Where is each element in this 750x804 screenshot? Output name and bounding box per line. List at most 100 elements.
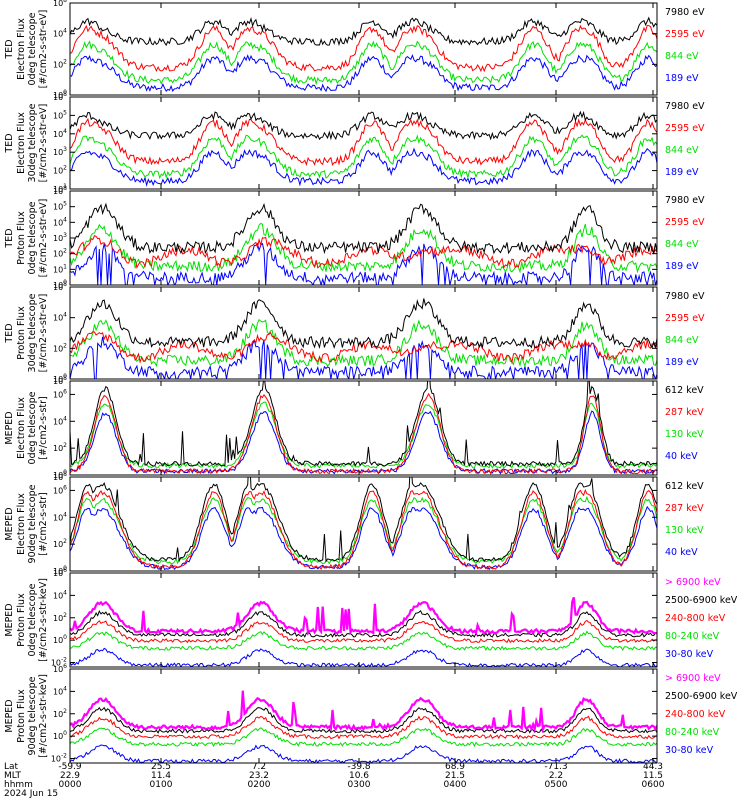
series-40-kev xyxy=(70,410,657,475)
x-tick-mlt: 2.2 xyxy=(549,771,563,781)
series-189-ev xyxy=(70,336,657,379)
y-axis-label-line: TED xyxy=(4,39,15,59)
series--6900-kev xyxy=(70,596,657,636)
series-2595-ev xyxy=(70,331,657,365)
series-844-ev xyxy=(70,134,657,180)
x-tick-hhmm: 0600 xyxy=(642,780,665,790)
y-axis-label-line: Proton Flux xyxy=(16,593,27,647)
x-axis-row-label: 2024 Jun 15 xyxy=(4,789,58,799)
series-2595-ev xyxy=(70,117,657,167)
legend-7980-ev: 7980 eV xyxy=(665,101,705,112)
y-axis-label-line: 30deg telescope xyxy=(27,293,38,372)
y-tick-label: 101 xyxy=(53,183,67,194)
y-axis-label-line: Proton Flux xyxy=(16,306,27,360)
legend-844-ev: 844 eV xyxy=(665,335,699,346)
legend-2595-ev: 2595 eV xyxy=(665,123,705,134)
y-axis-label-line: TED xyxy=(4,228,15,248)
y-axis-label-line: TED xyxy=(4,323,15,343)
panel-8-series xyxy=(70,690,657,763)
panel-1-series xyxy=(70,16,657,93)
series-612-kev xyxy=(70,477,657,563)
y-tick-label: 102 xyxy=(53,165,67,176)
y-axis-label-line: [#/cm2-s-str-keV] xyxy=(38,674,49,758)
x-tick-mlt: 10.6 xyxy=(349,771,369,781)
y-axis-label-line: [#/cm2-s-str] xyxy=(38,492,49,555)
y-tick-label: 103 xyxy=(53,232,67,243)
series-189-ev xyxy=(70,147,657,188)
x-tick-mlt: 21.5 xyxy=(445,771,465,781)
legend-189-ev: 189 eV xyxy=(665,261,699,272)
panel-8-frame xyxy=(69,668,658,764)
series-7980-ev xyxy=(70,202,657,255)
series-844-ev xyxy=(70,222,657,274)
y-axis-label-line: Electron Flux xyxy=(16,493,27,555)
panel-3: 108 105 104 103 102 101 100 TED Proton Flux 0deg … xyxy=(4,185,705,290)
y-tick-label: 102 xyxy=(53,248,67,259)
x-tick-mlt: 23.2 xyxy=(249,771,269,781)
y-axis-label-line: TED xyxy=(4,133,15,153)
legend--6900-kev: > 6900 keV xyxy=(665,673,721,684)
series-240-800-kev xyxy=(70,619,657,644)
y-axis-label-line: Electron Flux xyxy=(16,397,27,459)
legend-130-kev: 130 keV xyxy=(665,525,704,536)
y-tick-label: 104 xyxy=(53,415,67,426)
y-tick-label: 102 xyxy=(53,538,67,549)
series-2500-6900-kev xyxy=(70,706,657,734)
legend-287-kev: 287 keV xyxy=(665,503,704,514)
y-axis-label-line: [#/cm2-s-str-eV] xyxy=(38,104,49,183)
legend-40-kev: 40 keV xyxy=(665,451,698,462)
y-axis-label-line: 0deg telescope xyxy=(27,583,38,656)
x-tick-lat: 7.2 xyxy=(252,762,266,772)
series-80-240-kev xyxy=(70,727,657,748)
y-axis-label-line: [#/cm2-s-str] xyxy=(38,396,49,459)
x-axis-row-label: hhmm xyxy=(4,780,33,790)
x-tick-lat: -59.9 xyxy=(58,762,82,772)
series-2500-6900-kev xyxy=(70,609,657,638)
legend-612-kev: 612 keV xyxy=(665,481,704,492)
y-tick-label: 10-2 xyxy=(51,753,67,764)
series-30-80-kev xyxy=(70,647,657,667)
y-tick-label: 100 xyxy=(53,469,67,480)
y-tick-label: 106 xyxy=(53,663,67,674)
panel-7-frame xyxy=(69,572,658,668)
legend-40-kev: 40 keV xyxy=(665,547,698,558)
y-tick-label: 100 xyxy=(53,565,67,576)
y-tick-label: 102 xyxy=(53,342,67,353)
y-axis-label-line: [#/cm2-s-str-keV] xyxy=(38,578,49,662)
y-tick-label: 104 xyxy=(53,589,67,600)
y-axis-label-line: [#/cm2-s-str-eV] xyxy=(38,10,49,89)
legend-189-ev: 189 eV xyxy=(665,73,699,84)
legend-844-ev: 844 eV xyxy=(665,51,699,62)
panel-1: 108 104 102 100 TED Electron Flux 0deg telesco… xyxy=(4,0,705,100)
series--6900-kev xyxy=(70,690,657,734)
y-tick-label: 102 xyxy=(53,612,67,623)
panel-8: 106 104 102 100 10-2 MEPED Proton Flux 90deg te… xyxy=(4,663,738,764)
y-axis-label-line: 30deg telescope xyxy=(27,103,38,182)
y-axis-label-line: [#/cm2-s-str-eV] xyxy=(38,199,49,278)
legend-240-800-kev: 240-800 keV xyxy=(665,613,726,624)
panel-4-frame xyxy=(69,286,658,380)
series-40-kev xyxy=(70,505,657,571)
panel-6: 108 106 104 102 100 MEPED Electron Flux 90deg t… xyxy=(4,471,704,576)
panel-5-series xyxy=(70,381,657,475)
panel-6-series xyxy=(70,477,657,571)
y-tick-label: 10-2 xyxy=(51,657,67,668)
series-130-kev xyxy=(70,495,657,565)
y-tick-label: 106 xyxy=(53,567,67,578)
panel-3-series xyxy=(70,202,657,285)
y-axis-label-line: Proton Flux xyxy=(16,689,27,743)
legend-130-kev: 130 keV xyxy=(665,429,704,440)
legend-2595-ev: 2595 eV xyxy=(665,217,705,228)
y-tick-label: 104 xyxy=(53,128,67,139)
y-axis-label-line: 90deg telescope xyxy=(27,676,38,755)
y-axis-label-line: MEPED xyxy=(4,411,15,444)
y-axis-label-line: 0deg telescope xyxy=(27,391,38,464)
legend-189-ev: 189 eV xyxy=(665,167,699,178)
series-130-kev xyxy=(70,401,657,469)
x-tick-lat: 25.5 xyxy=(151,762,171,772)
panel-2: 108 105 104 103 102 101 TED Electron Flux 30deg … xyxy=(4,91,705,194)
x-tick-mlt: 11.5 xyxy=(643,771,663,781)
panel-5-frame xyxy=(69,380,658,476)
y-tick-label: 104 xyxy=(53,216,67,227)
